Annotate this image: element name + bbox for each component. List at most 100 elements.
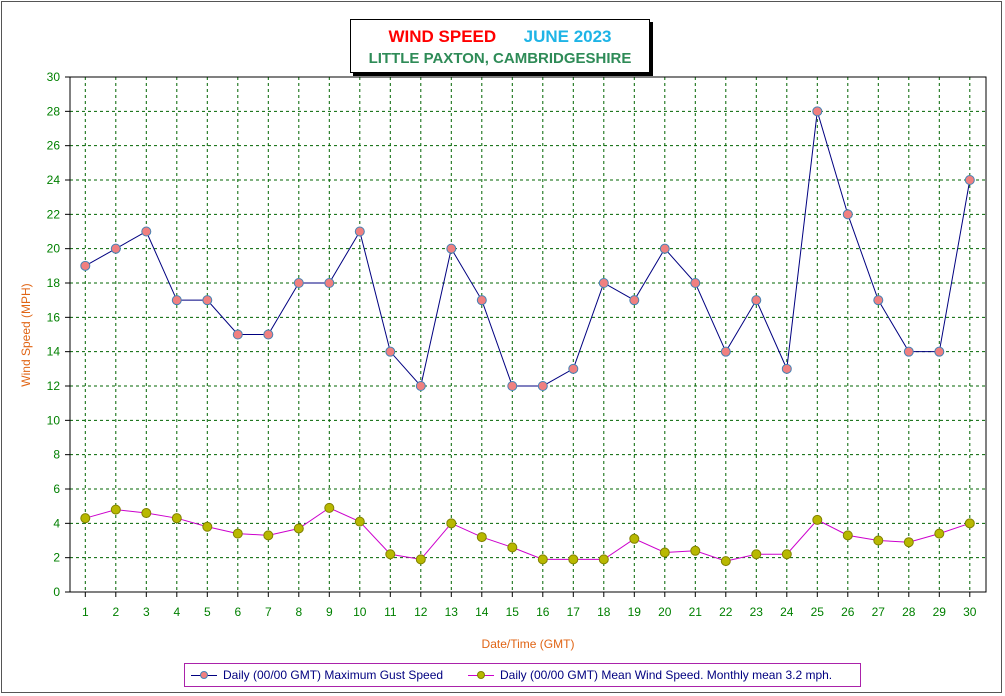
mean-series-line: [85, 507, 970, 562]
mean-point: [415, 554, 426, 565]
legend-gust-marker: [200, 671, 208, 679]
x-tick-label: 16: [536, 605, 550, 619]
mean-point: [873, 535, 884, 546]
mean-point: [598, 554, 609, 565]
mean-point: [659, 547, 670, 558]
y-tick-label: 16: [47, 310, 61, 324]
x-tick-label: 13: [445, 605, 459, 619]
x-tick-label: 21: [689, 605, 703, 619]
y-tick-label: 26: [47, 139, 61, 153]
series: [80, 106, 975, 567]
mean-point: [629, 533, 640, 544]
mean-point: [964, 518, 975, 529]
mean-point: [842, 530, 853, 541]
x-tick-label: 20: [658, 605, 672, 619]
gust-point: [171, 295, 182, 306]
mean-point: [934, 528, 945, 539]
gust-point: [476, 295, 487, 306]
mean-point: [537, 554, 548, 565]
gust-point: [598, 278, 609, 288]
gust-series-line: [85, 111, 971, 388]
gust-point: [842, 209, 853, 220]
mean-point: [324, 502, 335, 513]
legend-mean-marker: [477, 671, 485, 679]
mean-point: [476, 532, 487, 543]
gust-point: [903, 346, 914, 357]
gust-point: [934, 346, 945, 357]
x-tick-label: 12: [414, 605, 428, 619]
y-tick-label: 14: [47, 345, 61, 359]
y-tick-label: 2: [53, 551, 60, 565]
x-tick-label: 17: [567, 605, 581, 619]
mean-point: [781, 549, 792, 560]
x-tick-label: 3: [143, 605, 150, 619]
x-tick-label: 9: [326, 605, 333, 619]
mean-point: [354, 516, 365, 527]
gust-point: [324, 278, 335, 288]
gust-point: [690, 278, 701, 288]
gust-point: [507, 381, 518, 391]
chart-title: WIND SPEED JUNE 2023: [351, 27, 649, 47]
y-tick-label: 30: [47, 70, 61, 84]
y-tick-label: 6: [53, 482, 60, 496]
x-tick-label: 22: [719, 605, 733, 619]
x-axis-title: Date/Time (GMT): [482, 637, 575, 651]
mean-point: [720, 556, 731, 567]
gust-point: [202, 295, 213, 306]
mean-point: [293, 523, 304, 534]
gust-point: [263, 329, 274, 340]
mean-point: [812, 514, 823, 525]
y-tick-label: 28: [47, 104, 61, 118]
x-tick-label: 23: [750, 605, 764, 619]
x-tick-label: 18: [597, 605, 611, 619]
x-tick-label: 15: [506, 605, 520, 619]
gust-point: [415, 381, 426, 391]
x-tick-label: 25: [811, 605, 825, 619]
y-tick-label: 10: [47, 413, 61, 427]
mean-point: [232, 528, 243, 539]
gust-point: [80, 260, 91, 271]
gust-point: [568, 363, 579, 374]
x-tick-label: 28: [902, 605, 916, 619]
x-tick-label: 7: [265, 605, 272, 619]
mean-point: [263, 530, 274, 541]
x-tick-label: 26: [841, 605, 855, 619]
x-tick-label: 10: [353, 605, 367, 619]
chart-title-box: WIND SPEED JUNE 2023 LITTLE PAXTON, CAMB…: [350, 19, 650, 73]
mean-point: [202, 521, 213, 532]
legend-gust-label: Daily (00/00 GMT) Maximum Gust Speed: [223, 668, 444, 682]
mean-point: [110, 504, 121, 515]
y-tick-label: 0: [53, 585, 60, 599]
mean-point: [903, 537, 914, 548]
y-tick-label: 12: [47, 379, 61, 393]
gust-point: [781, 363, 792, 374]
plot-border: [69, 76, 987, 593]
y-tick-label: 22: [47, 207, 61, 221]
legend: Daily (00/00 GMT) Maximum Gust Speed Dai…: [184, 663, 861, 687]
y-tick-label: 24: [47, 173, 61, 187]
gust-point: [354, 226, 365, 237]
gust-point: [232, 329, 243, 340]
gust-point: [751, 295, 762, 306]
x-tick-label: 27: [872, 605, 886, 619]
mean-point: [171, 513, 182, 524]
y-axis-title: Wind Speed (MPH): [19, 283, 33, 386]
y-tick-label: 4: [53, 516, 60, 530]
gust-point: [720, 346, 731, 357]
x-tick-label: 19: [628, 605, 642, 619]
title-wind-speed: WIND SPEED: [388, 27, 497, 46]
x-tick-label: 2: [112, 605, 119, 619]
x-tick-label: 5: [204, 605, 211, 619]
mean-point: [446, 518, 457, 529]
grid: [70, 76, 986, 592]
x-tick-label: 8: [295, 605, 302, 619]
mean-point: [568, 554, 579, 565]
gust-point: [110, 243, 121, 254]
x-tick-label: 1: [82, 605, 89, 619]
x-tick-label: 4: [173, 605, 180, 619]
x-tick-label: 29: [933, 605, 947, 619]
y-tick-label: 18: [47, 276, 61, 290]
